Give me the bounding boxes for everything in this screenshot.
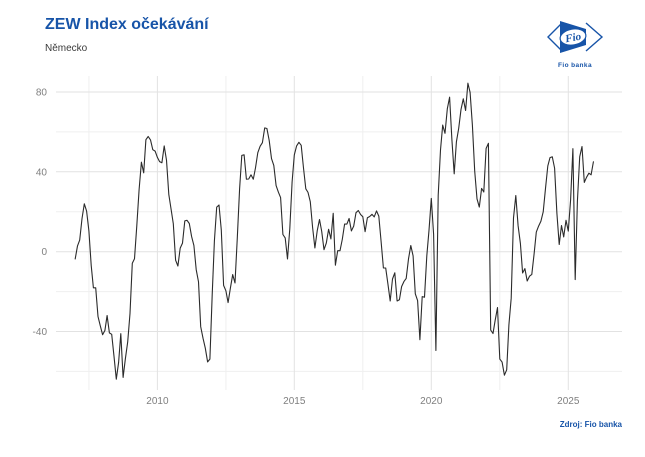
fio-logo-right-arrow-icon bbox=[585, 22, 604, 52]
gridlines-minor bbox=[56, 76, 622, 390]
zew-series-polyline bbox=[74, 82, 594, 380]
chart-subtitle: Německo bbox=[45, 43, 88, 54]
fio-banka-logo: Fio Fio banka bbox=[546, 17, 604, 69]
source-label: Zdroj: Fio banka bbox=[559, 420, 622, 429]
x-tick-label: 2020 bbox=[420, 396, 443, 407]
gridlines-major bbox=[56, 76, 622, 390]
x-tick-label: 2010 bbox=[146, 396, 169, 407]
page-title: ZEW Index očekávání bbox=[45, 16, 209, 33]
y-tick-label: 80 bbox=[36, 88, 48, 99]
axis-tick-labels: -40 0 40 80 2010 2015 2020 2025 bbox=[33, 88, 580, 408]
y-tick-label: 0 bbox=[41, 247, 47, 258]
fio-logo-left-chevron-icon bbox=[547, 23, 562, 51]
fio-logo-text: Fio bbox=[563, 31, 582, 46]
fio-logo-ellipse-icon: Fio bbox=[559, 28, 587, 46]
y-tick-label: 40 bbox=[36, 167, 48, 178]
y-tick-label: -40 bbox=[33, 327, 48, 338]
chart-header: ZEW Index očekávání Německo bbox=[45, 16, 209, 54]
x-tick-label: 2025 bbox=[557, 396, 580, 407]
x-tick-label: 2015 bbox=[283, 396, 306, 407]
fio-logo-caption: Fio banka bbox=[558, 62, 592, 69]
fio-logo-mark: Fio bbox=[547, 21, 604, 53]
